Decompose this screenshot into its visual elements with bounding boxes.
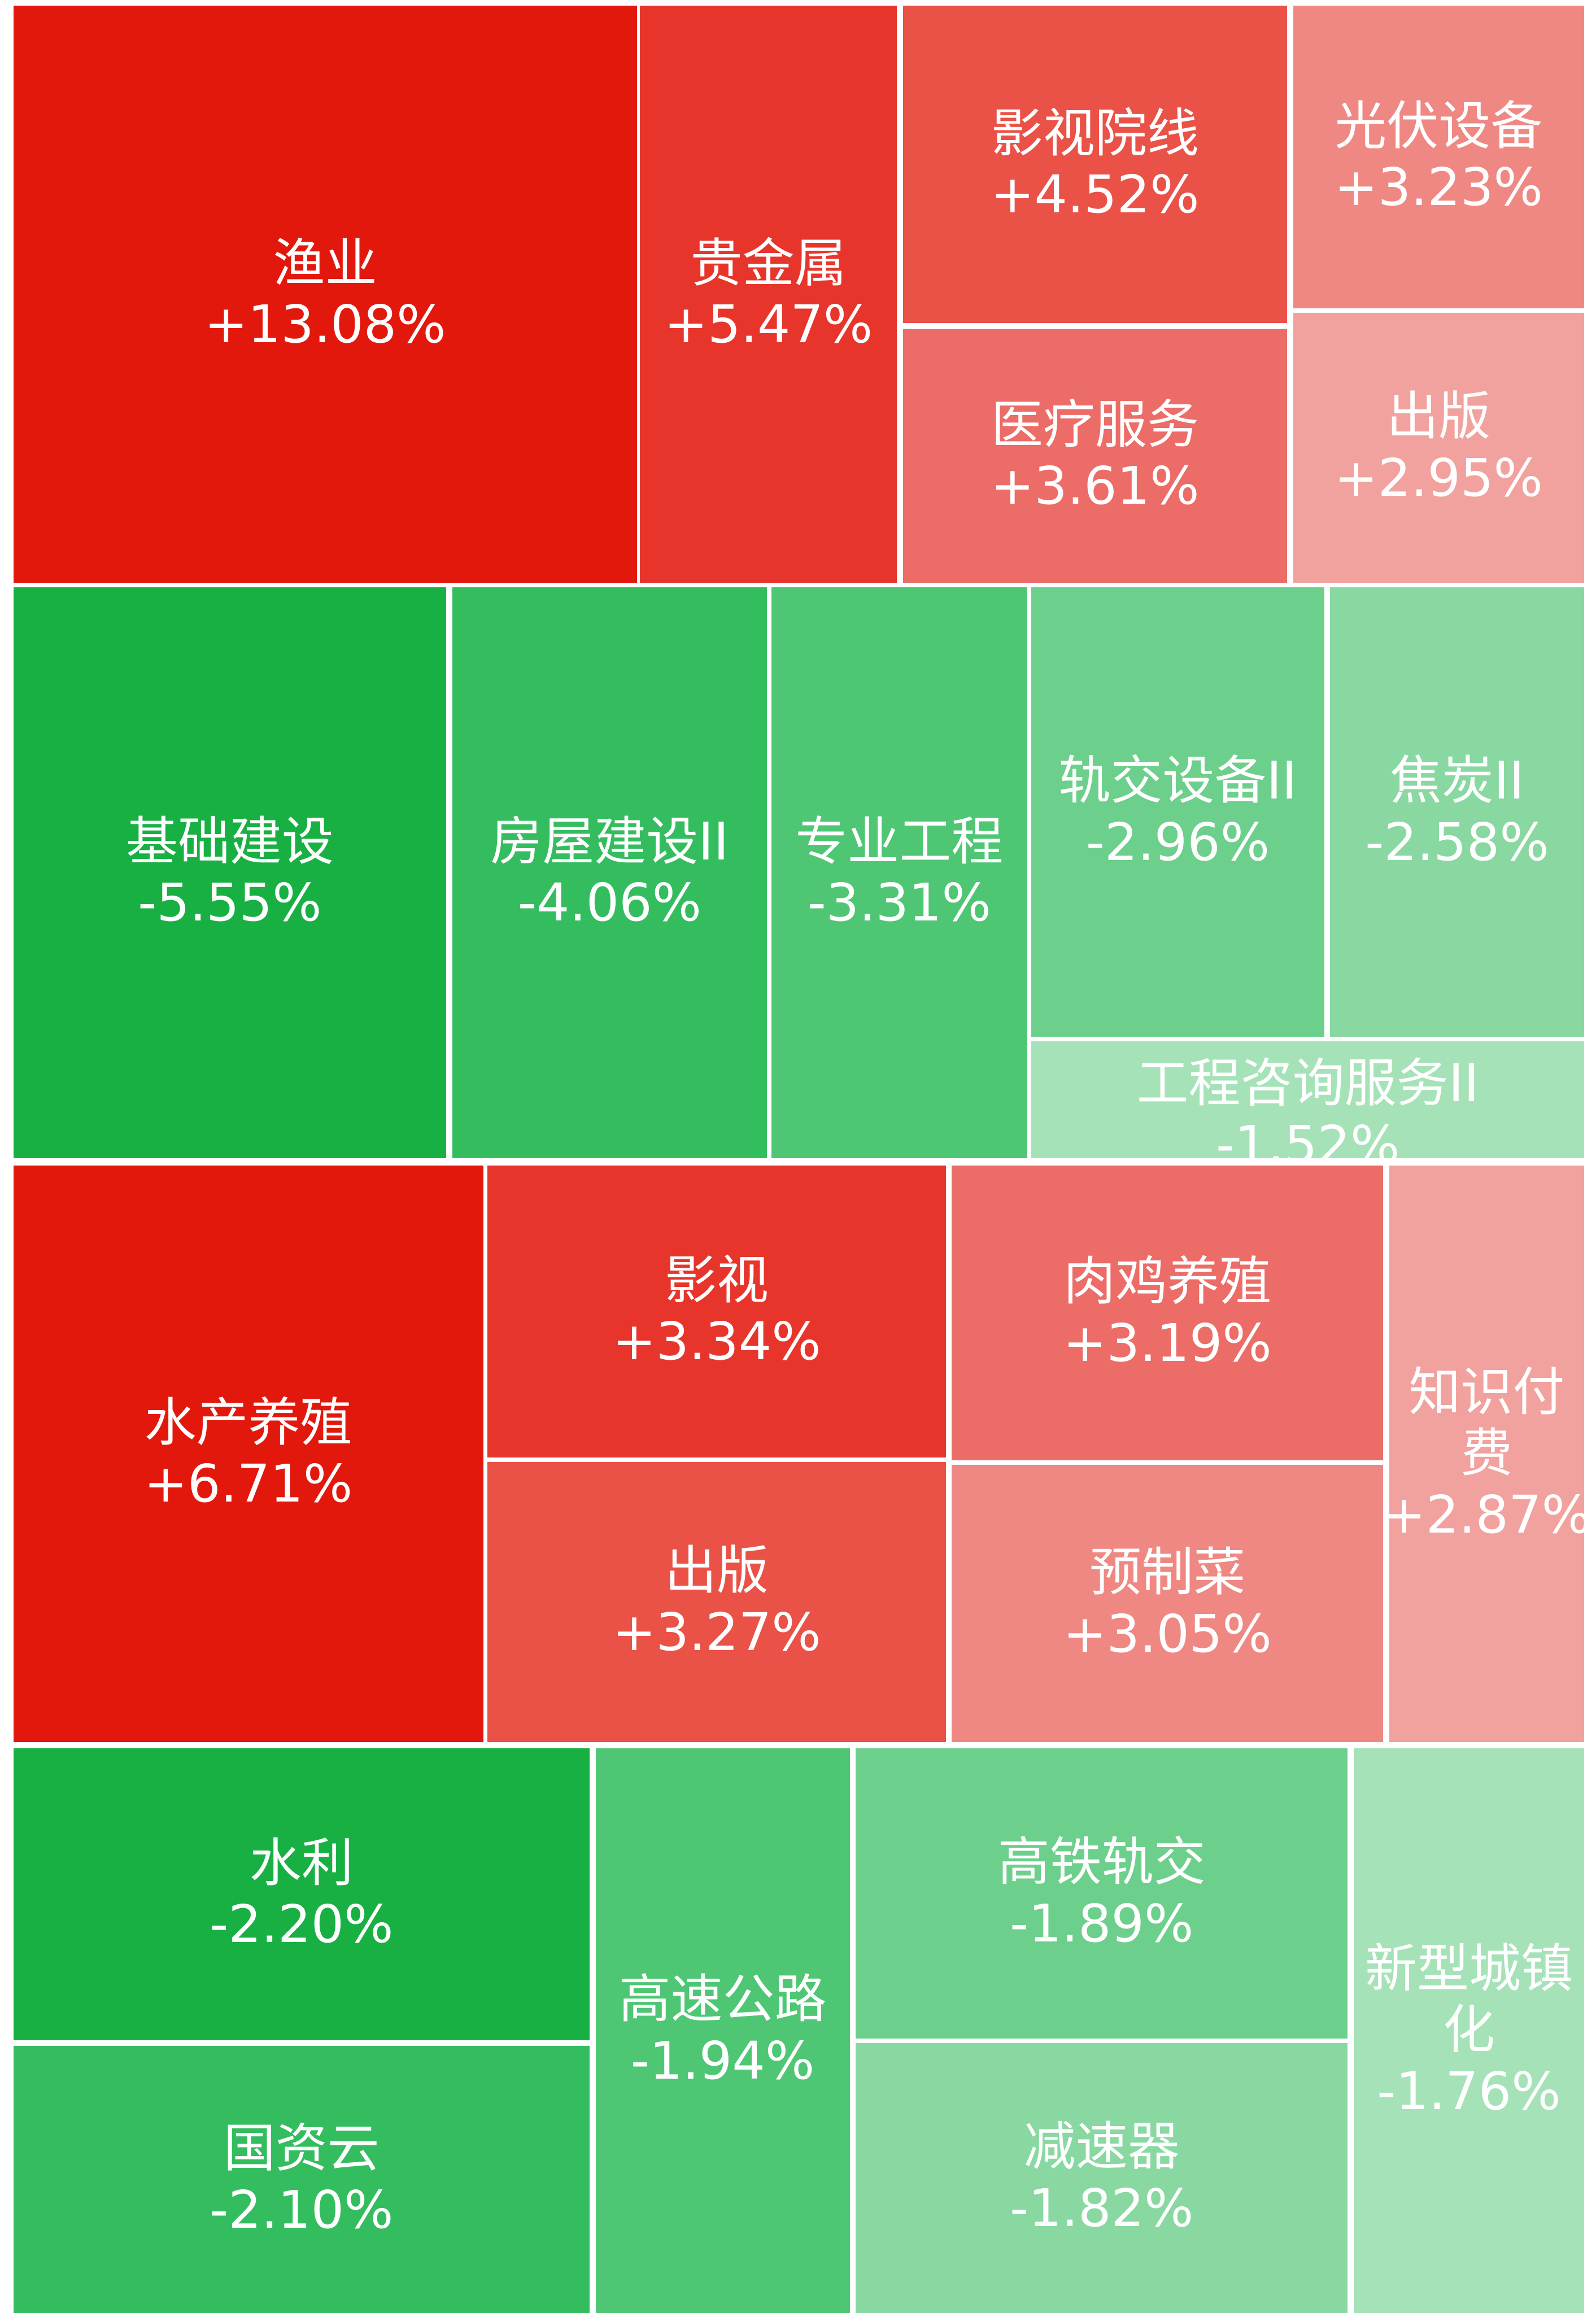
tile-name: 高速公路 (618, 1969, 827, 2030)
treemap-tile[interactable]: 高铁轨交 -1.89% (856, 1748, 1348, 2039)
treemap-panel-2: 基础建设 -5.55% 房屋建设II -4.06% 专业工程 -3.31% 轨交设备II -2… (13, 587, 1585, 1158)
tile-name: 光伏设备 (1335, 95, 1543, 156)
treemap-tile[interactable]: 预制菜 +3.05% (952, 1464, 1384, 1743)
tile-change: +5.47% (664, 294, 873, 355)
tile-change: +3.05% (1063, 1603, 1272, 1664)
tile-name: 基础建设 (125, 811, 334, 872)
treemap-tile[interactable]: 水产养殖 +6.71% (13, 1165, 483, 1743)
tile-change: -2.20% (210, 1894, 394, 1955)
tile-name: 工程咨询服务II (1136, 1053, 1479, 1114)
treemap-tile[interactable]: 工程咨询服务II -1.52% (1031, 1041, 1585, 1158)
tile-name: 预制菜 (1089, 1542, 1246, 1603)
tile-name: 房屋建设II (490, 811, 729, 872)
treemap-tile[interactable]: 基础建设 -5.55% (13, 587, 447, 1158)
treemap-tile[interactable]: 房屋建设II -4.06% (452, 587, 768, 1158)
tile-change: +6.71% (143, 1454, 353, 1515)
tile-change: -1.82% (1009, 2177, 1194, 2238)
tile-name: 专业工程 (795, 811, 1004, 872)
tile-name: 贵金属 (690, 233, 847, 294)
tile-name: 影视院线 (991, 103, 1199, 164)
tile-name: 轨交设备II (1058, 750, 1297, 811)
tile-change: +3.27% (612, 1601, 821, 1662)
treemap-tile[interactable]: 影视 +3.34% (487, 1165, 946, 1457)
tile-name: 国资云 (223, 2118, 380, 2179)
tile-name: 出版 (665, 1540, 769, 1601)
treemap-tile[interactable]: 专业工程 -3.31% (771, 587, 1027, 1158)
treemap-tile[interactable]: 出版 +3.27% (487, 1461, 946, 1743)
treemap-tile[interactable]: 焦炭II -2.58% (1329, 587, 1585, 1037)
treemap-tile[interactable]: 水利 -2.20% (13, 1748, 590, 2040)
tile-name: 焦炭II (1389, 750, 1525, 811)
tile-name: 水利 (249, 1832, 354, 1893)
tile-change: -2.10% (210, 2179, 394, 2240)
treemap-tile[interactable]: 影视院线 +4.52% (902, 6, 1288, 324)
tile-name: 减速器 (1023, 2116, 1180, 2177)
tile-name: 高铁轨交 (997, 1832, 1206, 1893)
tile-change: -5.55% (138, 872, 322, 933)
tile-change: -1.94% (630, 2030, 815, 2091)
treemap-tile[interactable]: 轨交设备II -2.96% (1031, 587, 1324, 1037)
tile-change: +2.95% (1334, 447, 1543, 508)
tile-change: -1.76% (1377, 2061, 1561, 2122)
treemap-tile[interactable]: 出版 +2.95% (1293, 312, 1585, 583)
treemap-tile[interactable]: 国资云 -2.10% (13, 2046, 590, 2313)
tile-change: +4.52% (991, 164, 1200, 225)
treemap-tile[interactable]: 医疗服务 +3.61% (902, 329, 1288, 583)
treemap-tile[interactable]: 高速公路 -1.94% (595, 1748, 850, 2313)
tile-name: 出版 (1386, 386, 1491, 447)
tile-change: +3.34% (612, 1311, 821, 1372)
tile-change: +3.23% (1334, 157, 1543, 218)
tile-change: -4.06% (517, 872, 702, 933)
tile-name: 渔业 (273, 233, 377, 294)
treemap-tile[interactable]: 渔业 +13.08% (13, 6, 637, 583)
tile-change: -1.52% (1216, 1114, 1400, 1158)
treemap-panel-1: 渔业 +13.08% 贵金属 +5.47% 影视院线 +4.52% 光伏设备 +3.23% 医疗… (13, 6, 1585, 583)
tile-name: 水产养殖 (144, 1392, 352, 1453)
tile-change: +3.19% (1063, 1312, 1272, 1373)
treemap-tile[interactable]: 贵金属 +5.47% (640, 6, 897, 583)
tile-change: -2.96% (1085, 812, 1270, 873)
tile-change: +13.08% (204, 294, 446, 355)
tile-change: -2.58% (1365, 812, 1549, 873)
tile-change: +3.61% (991, 456, 1200, 517)
tile-name: 新型城镇化 (1364, 1938, 1573, 2061)
tile-name: 影视 (665, 1250, 769, 1311)
tile-change: -3.31% (807, 872, 991, 933)
tile-change: -1.89% (1009, 1893, 1194, 1954)
treemap-panel-4: 水利 -2.20% 国资云 -2.10% 高速公路 -1.94% 高铁轨交 -1.89% 减速器… (13, 1748, 1585, 2313)
treemap-panel-3: 水产养殖 +6.71% 影视 +3.34% 肉鸡养殖 +3.19% 出版 +3.27% 预制菜 +… (13, 1165, 1585, 1743)
treemap-tile[interactable]: 新型城镇化 -1.76% (1353, 1748, 1585, 2313)
treemap-tile[interactable]: 知识付费 +2.87% (1389, 1165, 1585, 1743)
tile-name: 医疗服务 (991, 394, 1199, 455)
tile-change: +2.87% (1389, 1484, 1585, 1545)
tile-name: 肉鸡养殖 (1063, 1251, 1272, 1312)
treemap-tile[interactable]: 肉鸡养殖 +3.19% (952, 1165, 1384, 1461)
treemap-tile[interactable]: 光伏设备 +3.23% (1293, 6, 1585, 308)
treemap-tile[interactable]: 减速器 -1.82% (856, 2043, 1348, 2313)
tile-name: 知识付费 (1409, 1361, 1565, 1484)
